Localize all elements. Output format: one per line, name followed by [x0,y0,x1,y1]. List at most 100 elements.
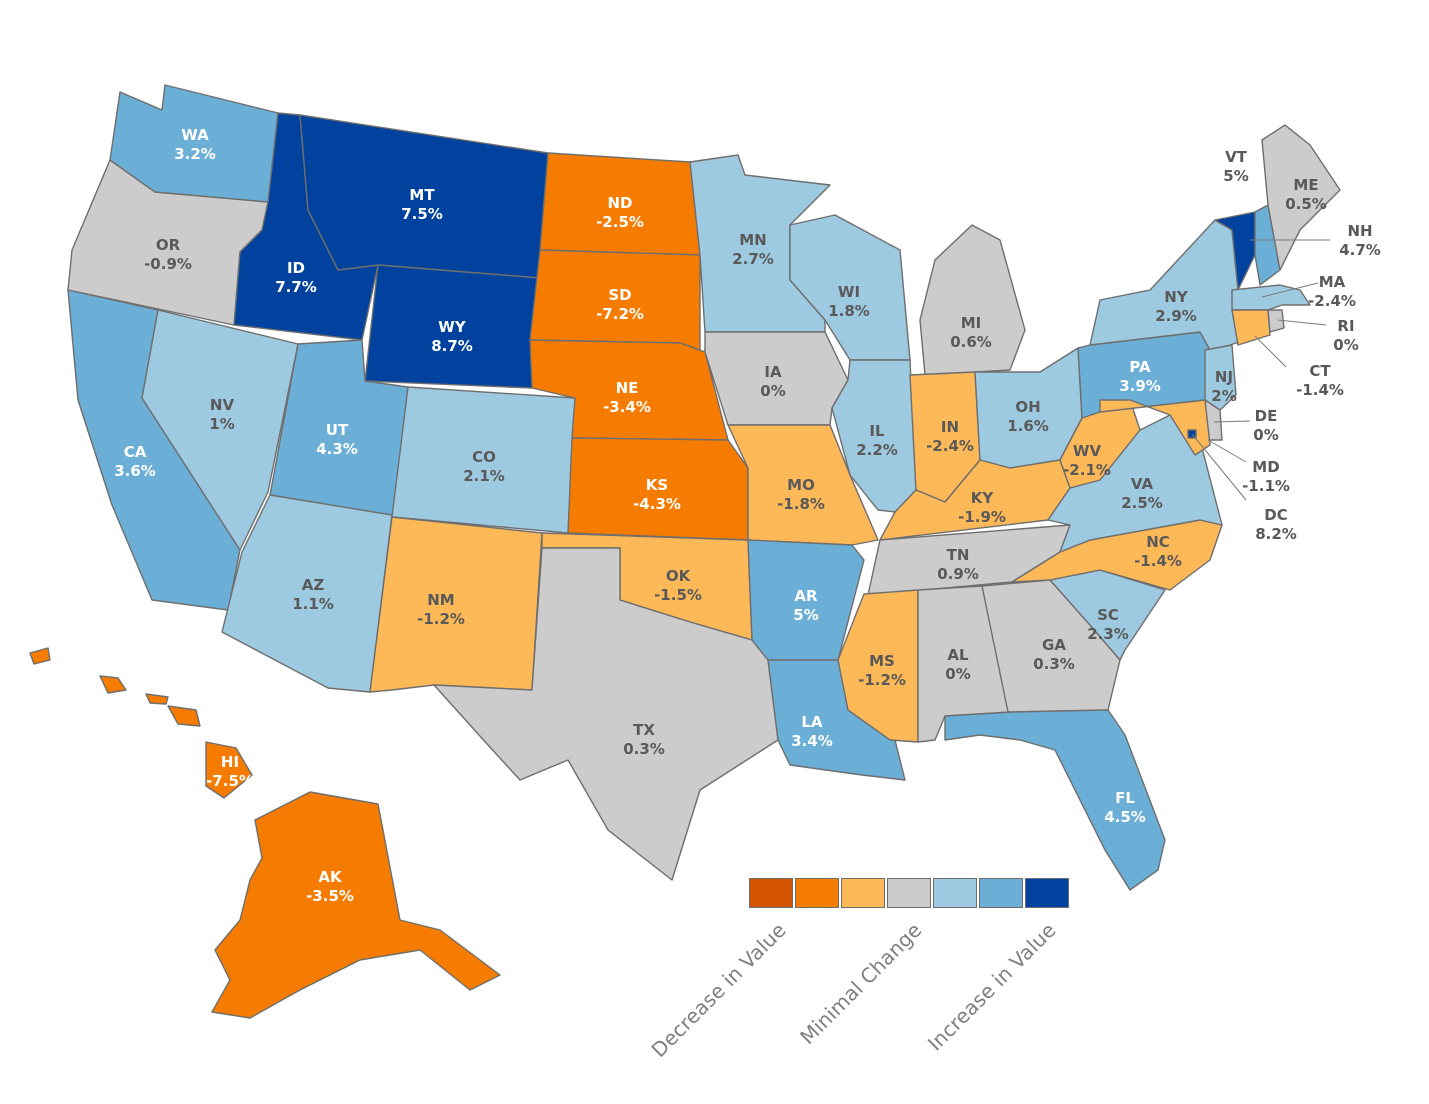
state-value-ut: 4.3% [316,440,358,458]
state-label-id: ID [287,259,305,277]
legend-swatch-7 [1025,878,1069,908]
legend [749,878,1071,910]
state-nv[interactable] [141,309,299,551]
state-value-nc: -1.4% [1134,552,1182,570]
state-shapes [29,84,1341,1019]
state-value-ms: -1.2% [858,671,906,689]
state-label-ga: GA [1042,636,1066,654]
state-label-ny: NY [1164,288,1189,306]
state-label-fl: FL [1115,789,1135,807]
state-value-pa: 3.9% [1119,377,1161,395]
legend-swatch-5 [933,878,977,908]
state-value-va: 2.5% [1121,494,1163,512]
state-label-ri: RI [1337,317,1354,335]
state-label-vt: VT [1225,148,1248,166]
state-value-ne: -3.4% [603,398,651,416]
state-value-wy: 8.7% [431,337,473,355]
state-label-ar: AR [794,587,818,605]
state-mo[interactable] [727,424,879,546]
state-nj[interactable] [1204,344,1237,411]
state-md[interactable] [1099,399,1211,456]
state-value-al: 0% [945,665,970,683]
state-label-va: VA [1131,475,1154,493]
state-value-sd: -7.2% [596,305,644,323]
state-label-sd: SD [608,286,631,304]
state-label-nm: NM [427,591,454,609]
state-value-ks: -4.3% [633,495,681,513]
state-value-ky: -1.9% [958,508,1006,526]
state-label-wa: WA [181,126,209,144]
state-value-ia: 0% [760,382,785,400]
state-label-az: AZ [302,576,325,594]
state-label-wv: WV [1073,442,1102,460]
state-ny[interactable] [1089,219,1246,351]
state-label-ma: MA [1319,273,1346,291]
state-value-az: 1.1% [292,595,334,613]
state-value-hi: -7.5% [206,772,254,790]
legend-swatch-6 [979,878,1023,908]
state-value-id: 7.7% [275,278,317,296]
state-value-wi: 1.8% [828,302,870,320]
state-value-mo: -1.8% [777,495,825,513]
state-value-ak: -3.5% [306,887,354,905]
state-label-tn: TN [947,546,970,564]
state-label-il: IL [869,422,885,440]
state-value-ri: 0% [1333,336,1358,354]
state-fl[interactable] [944,709,1166,891]
state-label-al: AL [947,646,969,664]
label-leaders [1191,239,1330,501]
state-value-in: -2.4% [926,437,974,455]
state-value-mn: 2.7% [732,250,774,268]
state-mi[interactable] [919,224,1026,376]
state-value-wv: -2.1% [1063,461,1111,479]
state-value-la: 3.4% [791,732,833,750]
state-labels: WA3.2% OR-0.9% CA3.6% ID7.7% NV1% MT7.5% WY8.7… [114,126,1381,905]
state-nh[interactable] [1254,204,1281,286]
state-value-nv: 1% [209,415,234,433]
state-ia[interactable] [704,331,849,426]
state-label-nh: NH [1347,222,1372,240]
state-value-tn: 0.9% [937,565,979,583]
state-label-wy: WY [438,318,467,336]
state-value-nm: -1.2% [417,610,465,628]
state-label-oh: OH [1015,398,1040,416]
state-value-ar: 5% [793,606,818,624]
state-tx[interactable] [433,547,779,881]
state-value-co: 2.1% [463,467,505,485]
state-label-mt: MT [409,186,435,204]
state-value-or: -0.9% [144,255,192,273]
state-value-nj: 2% [1211,387,1236,405]
state-label-ct: CT [1309,362,1331,380]
state-label-ok: OK [666,567,692,585]
state-label-ak: AK [318,868,343,886]
state-label-co: CO [472,448,496,466]
state-hi[interactable] [29,647,253,799]
state-value-il: 2.2% [856,441,898,459]
state-label-mn: MN [739,231,766,249]
state-nm[interactable] [369,516,543,693]
state-value-fl: 4.5% [1104,808,1146,826]
state-label-dc: DC [1264,506,1287,524]
state-label-mi: MI [961,314,982,332]
state-value-de: 0% [1253,426,1278,444]
state-label-nd: ND [607,194,632,212]
state-vt[interactable] [1214,211,1256,291]
state-ak[interactable] [211,791,501,1019]
state-label-ky: KY [971,489,995,507]
state-label-sc: SC [1097,606,1119,624]
state-label-md: MD [1252,458,1279,476]
state-me[interactable] [1261,124,1341,271]
state-ri[interactable] [1267,309,1285,333]
legend-swatch-4 [887,878,931,908]
state-label-ms: MS [869,652,895,670]
state-value-ok: -1.5% [654,586,702,604]
state-label-wi: WI [838,283,860,301]
state-label-hi: HI [221,753,239,771]
state-ct[interactable] [1231,309,1271,346]
state-label-tx: TX [633,721,655,739]
state-value-ny: 2.9% [1155,307,1197,325]
state-label-ca: CA [124,443,147,461]
state-ma[interactable] [1231,284,1311,311]
state-label-nc: NC [1146,533,1170,551]
